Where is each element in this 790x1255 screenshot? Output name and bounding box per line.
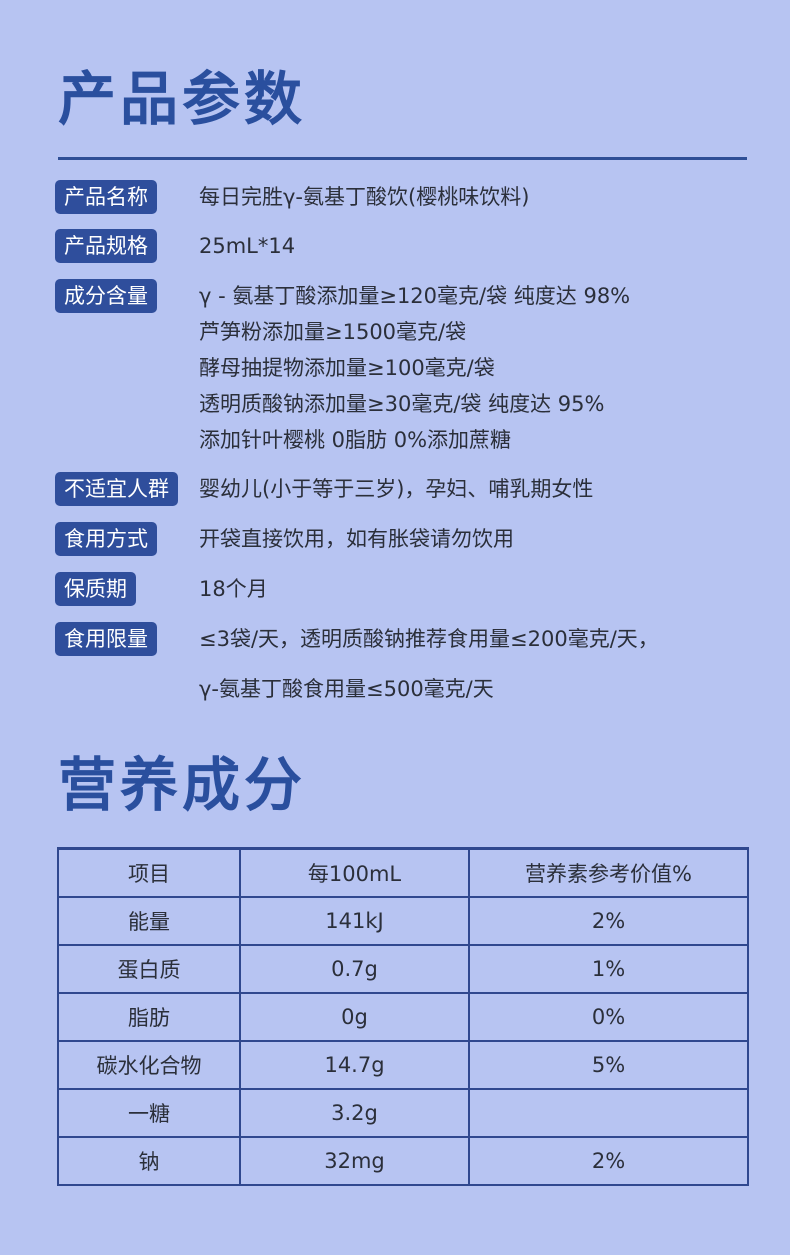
table-header-row: 项目 每100mL 营养素参考价值% [57,847,749,898]
param-value: 18个月 [199,577,268,601]
param-value: 透明质酸钠添加量≥30毫克/袋 纯度达 95% [199,392,605,416]
table-cell: 1% [468,944,749,994]
param-value: 开袋直接饮用，如有胀袋请勿饮用 [199,527,514,551]
param-label: 不适宜人群 [55,472,178,506]
param-label: 食用方式 [55,522,157,556]
title-divider [58,157,747,160]
param-value: 婴幼儿(小于等于三岁)，孕妇、哺乳期女性 [199,477,594,501]
table-cell: 碳水化合物 [57,1040,241,1090]
table-cell: 0.7g [239,944,470,994]
param-value: 添加针叶樱桃 0脂肪 0%添加蔗糖 [199,428,512,452]
param-label: 成分含量 [55,279,157,313]
table-cell: 3.2g [239,1088,470,1138]
table-row: 脂肪 0g 0% [57,992,749,1042]
table-row: 能量 141kJ 2% [57,896,749,946]
table-cell: 能量 [57,896,241,946]
table-cell: 脂肪 [57,992,241,1042]
table-cell: 蛋白质 [57,944,241,994]
nutrition-title: 营养成分 [58,751,307,819]
table-cell: 一糖 [57,1088,241,1138]
table-cell: 0g [239,992,470,1042]
param-label: 产品规格 [55,229,157,263]
table-cell: 141kJ [239,896,470,946]
table-cell: 32mg [239,1136,470,1186]
table-cell: 14.7g [239,1040,470,1090]
param-value: 酵母抽提物添加量≥100毫克/袋 [199,356,495,380]
param-value: ≤3袋/天，透明质酸钠推荐食用量≤200毫克/天， [199,627,659,651]
table-row: 碳水化合物 14.7g 5% [57,1040,749,1090]
param-value: 芦笋粉添加量≥1500毫克/袋 [199,320,467,344]
table-cell: 2% [468,896,749,946]
param-label: 食用限量 [55,622,157,656]
param-value: γ - 氨基丁酸添加量≥120毫克/袋 纯度达 98% [199,284,631,308]
table-header-cell: 营养素参考价值% [468,847,749,898]
table-header-cell: 项目 [57,847,241,898]
table-cell: 2% [468,1136,749,1186]
table-cell: 0% [468,992,749,1042]
param-value: 每日完胜γ-氨基丁酸饮(樱桃味饮料) [199,185,530,209]
param-value: 25mL*14 [199,234,296,258]
param-value: γ-氨基丁酸食用量≤500毫克/天 [199,677,494,701]
table-header-cell: 每100mL [239,847,470,898]
param-label: 产品名称 [55,180,157,214]
table-cell: 5% [468,1040,749,1090]
params-title: 产品参数 [58,65,307,133]
nutrition-table: 项目 每100mL 营养素参考价值% 能量 141kJ 2% 蛋白质 0.7g … [57,847,749,1186]
param-label: 保质期 [55,572,136,606]
table-cell [468,1088,749,1138]
table-row: 钠 32mg 2% [57,1136,749,1186]
table-cell: 钠 [57,1136,241,1186]
table-row: 一糖 3.2g [57,1088,749,1138]
table-row: 蛋白质 0.7g 1% [57,944,749,994]
